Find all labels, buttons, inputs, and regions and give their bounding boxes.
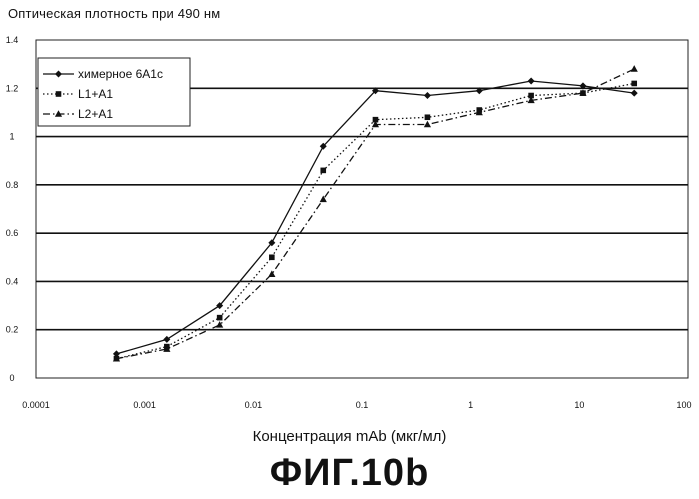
x-axis-title: Концентрация mAb (мкг/мл) xyxy=(0,428,699,445)
data-point-1-3 xyxy=(269,254,275,260)
data-point-1-2 xyxy=(217,315,223,321)
data-point-1-6 xyxy=(425,114,431,120)
y-tick-label-2: 0.4 xyxy=(6,276,19,286)
legend: химерное 6A1c L1+A1 L2+A1 xyxy=(38,58,190,126)
x-tick-labels: 0.0001 0.001 0.01 0.1 1 10 100 xyxy=(22,400,691,410)
legend-marker-1 xyxy=(56,91,62,97)
data-point-1-4 xyxy=(320,168,326,174)
x-tick-label-2: 0.01 xyxy=(245,400,263,410)
y-tick-label-5: 1 xyxy=(9,132,14,142)
y-tick-label-0: 0 xyxy=(9,373,14,383)
legend-label-1: L1+A1 xyxy=(78,87,113,101)
x-tick-label-3: 0.1 xyxy=(356,400,369,410)
y-tick-label-7: 1.4 xyxy=(6,35,19,45)
y-tick-label-3: 0.6 xyxy=(6,228,19,238)
legend-label-2: L2+A1 xyxy=(78,107,113,121)
x-tick-label-5: 10 xyxy=(574,400,584,410)
legend-label-0: химерное 6A1c xyxy=(78,67,163,81)
x-tick-label-4: 1 xyxy=(468,400,473,410)
x-tick-label-1: 0.001 xyxy=(133,400,156,410)
y-tick-labels: 0 0.2 0.4 0.6 0.8 1 1.2 1.4 xyxy=(6,35,19,383)
figure-caption: ФИГ.10b xyxy=(0,452,699,495)
y-tick-label-4: 0.8 xyxy=(6,180,19,190)
y-tick-label-1: 0.2 xyxy=(6,325,19,335)
data-point-1-10 xyxy=(631,81,637,87)
x-tick-label-0: 0.0001 xyxy=(22,400,50,410)
x-tick-label-6: 100 xyxy=(676,400,691,410)
y-tick-label-6: 1.2 xyxy=(6,83,19,93)
